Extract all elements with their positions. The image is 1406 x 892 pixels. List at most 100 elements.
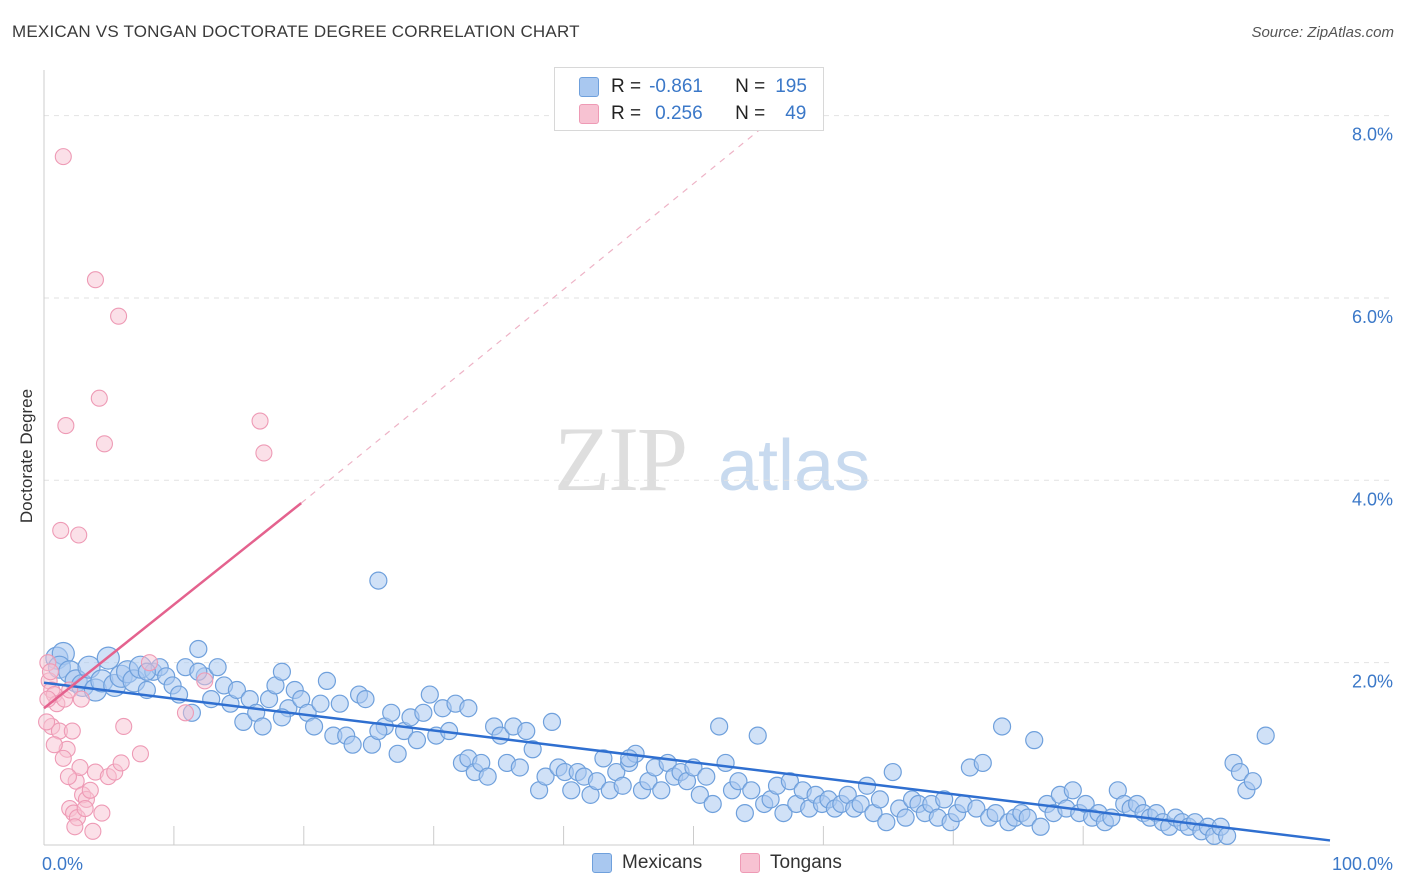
point-tongans [70,526,88,544]
correlation-legend: R = -0.861 N = 195 R = 0.256 N = 49 [554,67,824,131]
point-mexicans [1256,726,1275,745]
legend-row-tongans: R = 0.256 N = 49 [579,101,806,127]
point-tongans [66,818,84,836]
point-mexicans [227,680,246,700]
bottom-legend-mexicans[interactable]: Mexicans [592,852,702,874]
point-mexicans [896,808,915,827]
point-mexicans [1063,781,1082,800]
point-mexicans [1018,808,1037,827]
point-mexicans [992,717,1012,736]
point-mexicans [870,790,890,809]
point-mexicans [973,753,992,773]
point-mexicans [1031,817,1050,836]
point-mexicans [710,717,729,736]
point-mexicans [542,712,562,732]
x-tick-label-min: 0.0% [42,854,83,874]
point-tongans [112,754,130,772]
point-tongans [54,749,72,767]
point-mexicans [459,699,478,718]
series-mexicans [45,571,1275,845]
point-mexicans [748,726,767,745]
point-mexicans [935,790,954,809]
point-tongans [140,654,159,672]
legend-r-value-tongans: 0.256 [655,103,703,124]
point-mexicans [729,772,748,791]
point-tongans [52,521,70,539]
point-mexicans [967,799,986,818]
point-tongans [59,768,77,786]
point-tongans [71,758,89,777]
point-mexicans [587,772,607,791]
point-mexicans [742,781,761,800]
watermark-zip: ZIP [554,408,686,510]
legend-r-label: R = [611,103,642,124]
legend-n-label: N = [735,103,766,124]
point-tongans [95,435,113,453]
axes [43,70,1330,846]
point-mexicans [478,767,497,786]
y-tick-labels: 2.0% 4.0% 6.0% 8.0% [1352,125,1393,692]
point-mexicans [1243,772,1262,791]
point-tongans [45,736,63,754]
point-tongans [176,704,195,722]
point-mexicans [317,671,337,690]
point-mexicans [697,767,716,786]
chart-title: MEXICAN VS TONGAN DOCTORATE DEGREE CORRE… [12,22,580,41]
point-mexicans [510,758,529,777]
point-mexicans [877,813,896,832]
point-mexicans [420,685,439,704]
point-mexicans [780,772,799,791]
point-mexicans [382,703,401,722]
bottom-legend-swatch-tongans [740,853,760,873]
point-mexicans [388,744,407,763]
point-tongans [57,417,75,435]
point-tongans [76,799,94,818]
point-mexicans [407,731,427,750]
point-tongans [81,781,99,799]
point-mexicans [986,803,1005,823]
point-mexicans [517,721,536,741]
point-tongans [84,822,102,840]
point-tongans [196,672,214,690]
point-mexicans [716,753,735,773]
x-tick-label-max: 100.0% [1332,854,1393,874]
point-mexicans [523,740,542,759]
point-tongans [110,307,128,325]
zipatlas-watermark: ZIP atlas [554,408,870,510]
y-axis-label: Doctorate Degree [17,389,36,523]
watermark-atlas: atlas [718,426,870,506]
trend-line-tongans-extension [300,115,778,504]
point-mexicans [311,694,330,713]
point-tongans [54,148,72,166]
legend-n-value-tongans: 49 [785,103,807,124]
legend-n-value-mexicans: 195 [775,76,807,97]
point-tongans [251,412,269,430]
point-tongans [115,717,133,736]
point-mexicans [189,639,208,659]
point-mexicans [343,735,362,754]
bottom-legend-swatch-mexicans [592,853,612,873]
point-mexicans [536,767,555,786]
bottom-legend-tongans[interactable]: Tongans [740,852,842,874]
bottom-legend-label-tongans: Tongans [770,852,842,873]
point-tongans [255,444,273,462]
point-mexicans [234,712,253,732]
point-mexicans [652,781,671,800]
legend-swatch-tongans [579,104,599,124]
trend-lines [43,115,1331,842]
point-tongans [41,663,59,681]
point-tongans [93,804,111,822]
point-mexicans [857,776,877,795]
point-mexicans [356,690,375,709]
legend-swatch-mexicans [579,77,599,97]
point-mexicans [1025,731,1044,750]
point-tongans [131,745,149,763]
point-mexicans [613,776,632,795]
legend-r-value-mexicans: -0.861 [649,76,703,97]
point-mexicans [703,794,722,814]
y-tick-label: 6.0% [1352,307,1393,327]
point-mexicans [851,794,870,814]
trend-line-tongans [43,502,302,710]
point-mexicans [883,762,902,782]
